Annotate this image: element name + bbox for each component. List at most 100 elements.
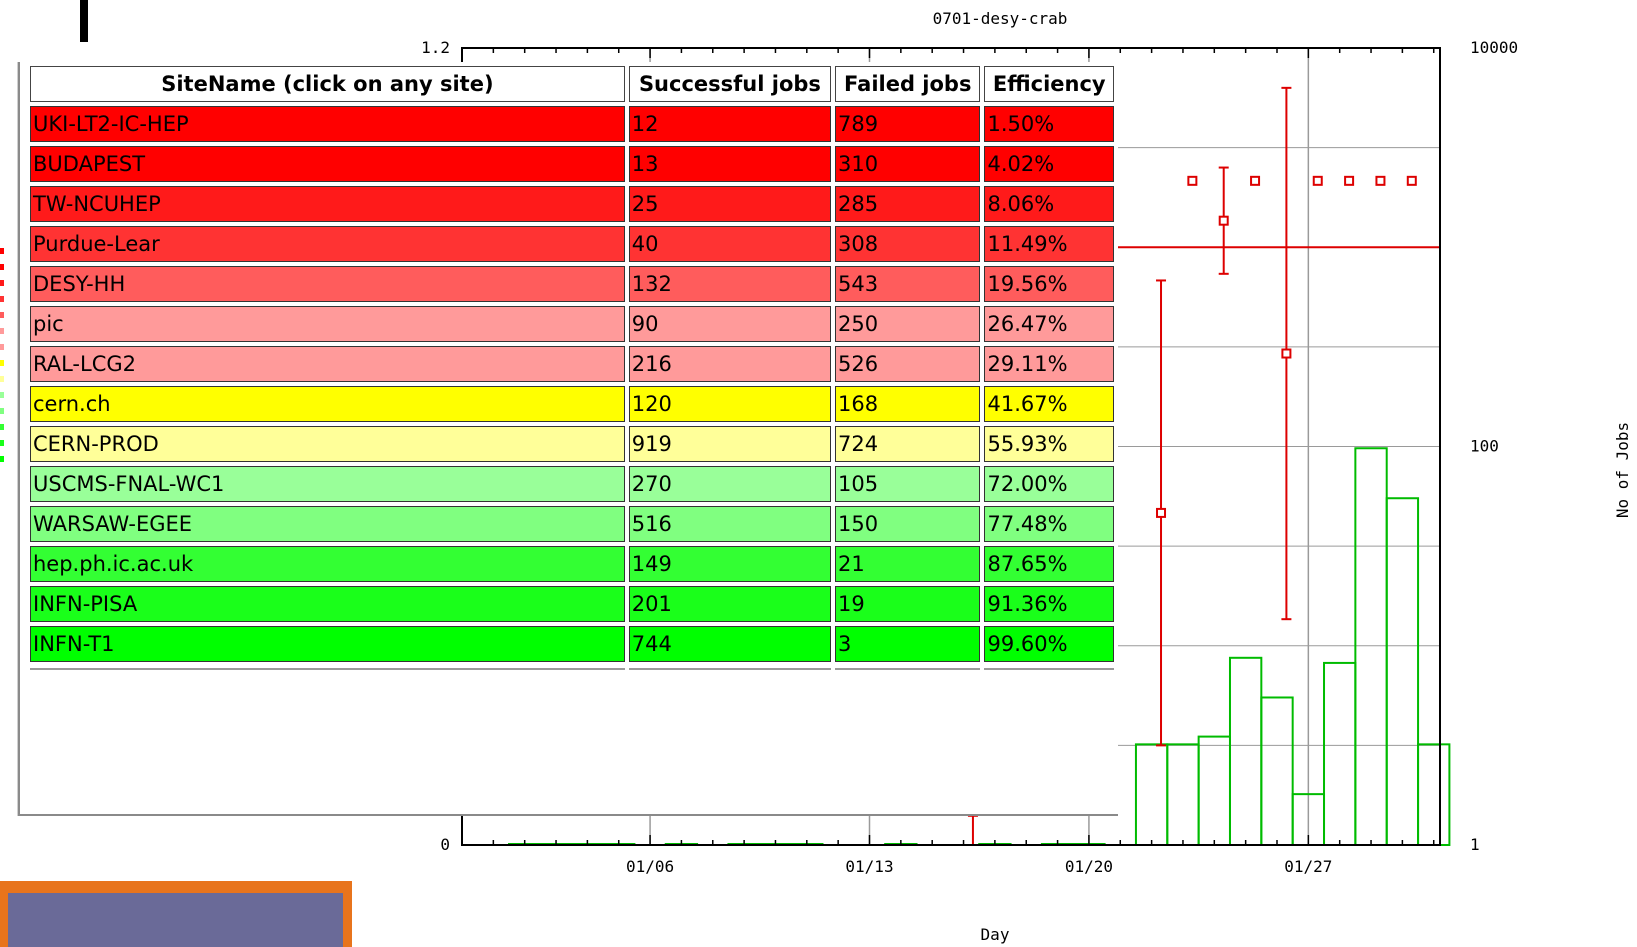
jobs-bar [1354, 447, 1388, 846]
site-row[interactable]: CERN-PROD 919 724 55.93% [30, 426, 1114, 462]
site-name-link[interactable]: cern.ch [30, 386, 625, 422]
site-name-link[interactable]: UKI-LT2-IC-HEP [30, 106, 625, 142]
efficiency-cell: 1.50% [984, 106, 1114, 142]
efficiency-cell: 87.65% [984, 546, 1114, 582]
efficiency-cell: 41.67% [984, 386, 1114, 422]
site-name-link[interactable]: BUDAPEST [30, 146, 625, 182]
site-row[interactable]: USCMS-FNAL-WC1 270 105 72.00% [30, 466, 1114, 502]
site-row[interactable]: UKI-LT2-IC-HEP 12 789 1.50% [30, 106, 1114, 142]
successful-jobs-cell: 149 [628, 546, 832, 582]
efficiency-point [1375, 175, 1386, 186]
failed-jobs-cell: 285 [835, 186, 981, 222]
site-row[interactable]: INFN-PISA 201 19 91.36% [30, 586, 1114, 622]
successful-jobs-cell: 120 [628, 386, 832, 422]
side-color-mark [0, 360, 4, 366]
successful-jobs-cell: 13 [628, 146, 832, 182]
x-tick-label: 01/06 [626, 857, 674, 876]
site-row[interactable]: Purdue-Lear 40 308 11.49% [30, 226, 1114, 262]
failed-jobs-cell: 250 [835, 306, 981, 342]
failed-jobs-cell: 308 [835, 226, 981, 262]
header-successful-jobs: Successful jobs [628, 66, 832, 102]
efficiency-point [1250, 175, 1261, 186]
side-color-mark [0, 328, 4, 334]
slide-mark [80, 0, 88, 42]
efficiency-cell: 99.60% [984, 626, 1114, 662]
efficiency-cell: 72.00% [984, 466, 1114, 502]
site-row[interactable]: WARSAW-EGEE 516 150 77.48% [30, 506, 1114, 542]
site-name-link[interactable]: INFN-PISA [30, 586, 625, 622]
site-name-link[interactable]: CERN-PROD [30, 426, 625, 462]
successful-jobs-cell: 744 [628, 626, 832, 662]
site-name-link[interactable]: WARSAW-EGEE [30, 506, 625, 542]
axis-labels: 0701-desy-crab Day No of Jobs [933, 9, 1632, 944]
site-name-link[interactable]: RAL-LCG2 [30, 346, 625, 382]
failed-jobs-cell: 526 [835, 346, 981, 382]
x-tick-label: 01/13 [845, 857, 893, 876]
site-row[interactable]: cern.ch 120 168 41.67% [30, 386, 1114, 422]
site-row[interactable]: INFN-T1 744 3 99.60% [30, 626, 1114, 662]
y-right-tick-label: 1 [1470, 835, 1480, 854]
side-color-mark [0, 440, 4, 446]
site-row[interactable]: pic 90 250 26.47% [30, 306, 1114, 342]
site-name-link[interactable]: INFN-T1 [30, 626, 625, 662]
y-axis-right-label: No of Jobs [1613, 422, 1632, 518]
side-color-mark [0, 456, 4, 462]
jobs-bar [1228, 656, 1263, 846]
header-efficiency: Efficiency [984, 66, 1114, 102]
site-table: SiteName (click on any site) Successful … [26, 62, 1118, 666]
successful-jobs-cell: 516 [628, 506, 832, 542]
site-summary-panel: SiteName (click on any site) Successful … [18, 62, 1118, 816]
efficiency-cell: 26.47% [984, 306, 1114, 342]
side-color-mark [0, 296, 4, 302]
jobs-bar [1197, 735, 1231, 846]
site-name-link[interactable]: USCMS-FNAL-WC1 [30, 466, 625, 502]
x-tick-label: 01/27 [1284, 857, 1332, 876]
x-tick-label: 01/20 [1065, 857, 1113, 876]
jobs-bar [1260, 696, 1294, 846]
efficiency-cell: 29.11% [984, 346, 1114, 382]
x-axis-label: Day [981, 925, 1010, 944]
efficiency-cell: 19.56% [984, 266, 1114, 302]
failed-jobs-cell: 19 [835, 586, 981, 622]
failed-jobs-cell: 724 [835, 426, 981, 462]
y-right-tick-label: 100 [1470, 437, 1499, 456]
site-row[interactable]: BUDAPEST 13 310 4.02% [30, 146, 1114, 182]
successful-jobs-cell: 90 [628, 306, 832, 342]
jobs-bar [1134, 743, 1169, 847]
failed-jobs-cell: 21 [835, 546, 981, 582]
side-color-mark [0, 248, 4, 254]
site-name-link[interactable]: hep.ph.ic.ac.uk [30, 546, 625, 582]
efficiency-point [1312, 175, 1323, 186]
successful-jobs-cell: 216 [628, 346, 832, 382]
efficiency-point [1187, 175, 1198, 186]
site-row[interactable]: RAL-LCG2 216 526 29.11% [30, 346, 1114, 382]
failed-jobs-cell: 168 [835, 386, 981, 422]
site-name-link[interactable]: DESY-HH [30, 266, 625, 302]
site-row[interactable]: hep.ph.ic.ac.uk 149 21 87.65% [30, 546, 1114, 582]
successful-jobs-cell: 40 [628, 226, 832, 262]
efficiency-cell: 4.02% [984, 146, 1114, 182]
side-color-mark [0, 280, 4, 286]
site-row[interactable]: DESY-HH 132 543 19.56% [30, 266, 1114, 302]
site-name-link[interactable]: TW-NCUHEP [30, 186, 625, 222]
successful-jobs-cell: 12 [628, 106, 832, 142]
efficiency-point [1218, 215, 1229, 226]
y-left-tick-label: 0 [440, 835, 450, 854]
jobs-bar [1323, 661, 1357, 847]
side-color-mark [0, 408, 4, 414]
efficiency-cell: 55.93% [984, 426, 1114, 462]
site-name-link[interactable]: Purdue-Lear [30, 226, 625, 262]
site-row[interactable]: TW-NCUHEP 25 285 8.06% [30, 186, 1114, 222]
failed-jobs-cell: 3 [835, 626, 981, 662]
site-name-link[interactable]: pic [30, 306, 625, 342]
side-color-marks [0, 248, 6, 472]
side-color-mark [0, 312, 4, 318]
accent-bar [0, 881, 352, 947]
efficiency-cell: 11.49% [984, 226, 1114, 262]
efficiency-cell: 91.36% [984, 586, 1114, 622]
jobs-bar [1385, 497, 1420, 846]
side-color-mark [0, 392, 4, 398]
successful-jobs-cell: 919 [628, 426, 832, 462]
jobs-bar [1417, 743, 1451, 847]
successful-jobs-cell: 201 [628, 586, 832, 622]
